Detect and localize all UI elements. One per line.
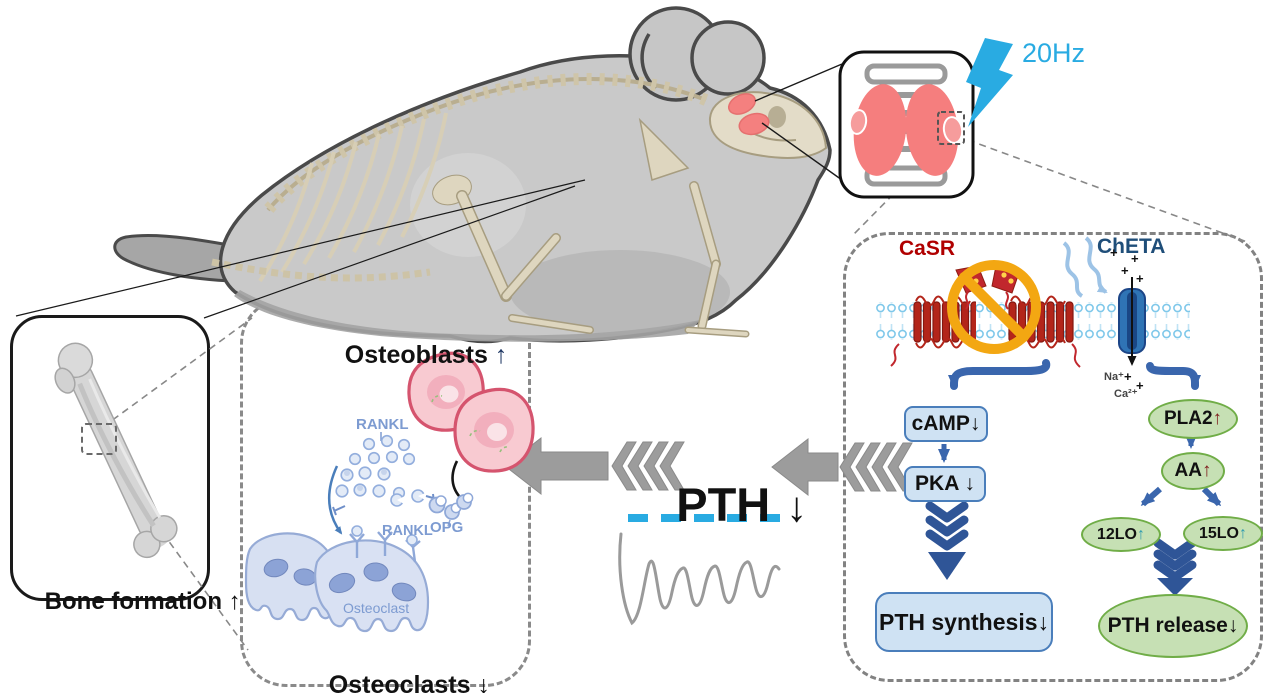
signaling-pathway-panel bbox=[843, 232, 1263, 682]
lo12-ellipse: 12LO ↑ bbox=[1081, 517, 1161, 552]
parathyroid-inset bbox=[838, 38, 1013, 199]
osteoclasts-label: Osteoclasts ↓ bbox=[301, 648, 490, 693]
branch-arrow-left bbox=[948, 359, 1051, 390]
chevron-arrow-lo-to-release bbox=[1153, 538, 1197, 596]
up-arrow-icon: ↑ bbox=[1239, 524, 1247, 542]
hind-leg-bones bbox=[456, 190, 594, 334]
stimulation-frequency-label: 20Hz bbox=[1022, 38, 1086, 68]
camp-label: cAMP bbox=[911, 412, 970, 435]
down-arrow-icon: ↓ bbox=[786, 483, 808, 530]
parathyroid-right bbox=[942, 116, 964, 144]
branch-arrow-right bbox=[1146, 362, 1201, 390]
thyroid-lobe-left bbox=[853, 84, 907, 176]
pla2-ellipse: PLA2 ↑ bbox=[1148, 399, 1238, 439]
rankl-bound-and-inhibition bbox=[327, 465, 435, 535]
osteoclasts-text: Osteoclasts bbox=[328, 671, 478, 693]
sodium-ion-label: Na⁺ bbox=[1104, 371, 1124, 383]
mouse-ear-right bbox=[690, 20, 766, 96]
bone-formation-panel bbox=[10, 315, 210, 601]
plus-mark: + bbox=[1110, 245, 1118, 260]
zoom-target-box bbox=[937, 111, 965, 145]
prohibition-sign bbox=[947, 260, 1041, 354]
thyroid-lobe-right bbox=[905, 84, 959, 176]
pla2-label: PLA2 bbox=[1163, 408, 1213, 429]
down-arrow-icon: ↓ bbox=[1037, 608, 1050, 635]
pth-synthesis-box: PTH synthesis ↓ bbox=[875, 592, 1053, 652]
opg-label: OPG bbox=[430, 519, 464, 536]
plus-mark: + bbox=[1121, 263, 1129, 278]
osteoclast-cell-label: Osteoclast bbox=[343, 600, 410, 616]
rank-receptors bbox=[349, 525, 421, 563]
cheta-label: ChETA bbox=[1097, 235, 1166, 258]
down-arrow-icon: ↓ bbox=[1227, 614, 1239, 637]
arrow-to-bone-cells bbox=[504, 436, 609, 496]
skull-eye-socket bbox=[768, 106, 786, 128]
pth-release-label: PTH release bbox=[1107, 614, 1228, 637]
light-stimulus-waves bbox=[1062, 236, 1108, 298]
chevron-arrow-pka-to-synthesis bbox=[925, 501, 969, 580]
front-leg-bones bbox=[638, 117, 750, 338]
bone-formation-label: Bone formation ↑ bbox=[18, 566, 241, 638]
up-arrow-icon: ↑ bbox=[228, 588, 241, 615]
bone-formation-text: Bone formation bbox=[44, 588, 229, 615]
gray-flow-arrows bbox=[504, 436, 913, 497]
tail-vertebrae bbox=[211, 258, 431, 282]
rankl-to-osteoclast-arrow bbox=[327, 465, 343, 535]
camp-box: cAMP ↓ bbox=[904, 406, 988, 442]
aa-ellipse: AA ↑ bbox=[1161, 452, 1225, 490]
plus-mark: + bbox=[1136, 378, 1144, 393]
down-arrow-icon: ↓ bbox=[969, 412, 981, 435]
pth-title-text: PTH bbox=[676, 478, 771, 531]
down-arrow-icon: ↓ bbox=[964, 472, 975, 495]
rankl-molecules bbox=[335, 434, 416, 500]
aa-label: AA bbox=[1174, 460, 1202, 481]
pth-synthesis-label: PTH synthesis bbox=[879, 608, 1038, 635]
plus-mark: + bbox=[1124, 369, 1132, 384]
up-arrow-icon: ↑ bbox=[1137, 525, 1145, 543]
aa-to-15lo-arrow bbox=[1201, 486, 1222, 507]
calcium-ion-label: Ca²⁺ bbox=[1114, 388, 1138, 400]
pth-release-ellipse: PTH release ↓ bbox=[1098, 594, 1248, 658]
parathyroid-glands-in-situ bbox=[728, 93, 770, 136]
pth-title: PTH ↓ bbox=[624, 434, 807, 575]
osteoclast-cells bbox=[244, 532, 430, 633]
pka-box: PKA ↓ bbox=[904, 466, 986, 502]
plus-mark: + bbox=[1136, 271, 1144, 286]
arrow-from-pathway bbox=[771, 437, 839, 497]
osteoblasts-label: Osteoblasts ↑ bbox=[317, 318, 508, 393]
osteoblast-cells bbox=[407, 351, 535, 473]
bone-cells-artwork bbox=[244, 351, 535, 633]
mouse-belly-shade bbox=[234, 290, 700, 342]
lo15-label: 15LO bbox=[1198, 524, 1239, 542]
up-arrow-icon: ↑ bbox=[1212, 408, 1223, 429]
pth-flow-graphics bbox=[504, 436, 913, 626]
plus-mark: + bbox=[1131, 251, 1139, 266]
ribs bbox=[258, 112, 448, 283]
parathyroid-left bbox=[848, 109, 868, 135]
lightning-bolt-icon bbox=[966, 38, 1013, 127]
pathway-arrows bbox=[938, 359, 1222, 507]
mouse-haunch-shade bbox=[510, 250, 730, 334]
opg-molecules bbox=[428, 492, 474, 527]
rankl-label-bottom: RANKL bbox=[382, 523, 433, 539]
pth-level-waveform bbox=[618, 532, 781, 626]
down-arrow-icon: ↓ bbox=[477, 671, 490, 693]
femur-bone bbox=[54, 342, 178, 559]
rankl-label-top: RANKL bbox=[356, 416, 409, 433]
up-arrow-icon: ↑ bbox=[494, 341, 508, 369]
cheta-channel bbox=[1118, 277, 1146, 366]
lo12-label: 12LO bbox=[1096, 525, 1137, 543]
casr-label: CaSR bbox=[899, 237, 956, 260]
aa-to-12lo-arrow bbox=[1140, 486, 1162, 507]
membrane-and-receptors bbox=[875, 236, 1222, 596]
up-arrow-icon: ↑ bbox=[1201, 460, 1212, 481]
osteoblasts-text: Osteoblasts bbox=[344, 341, 495, 369]
pka-label: PKA bbox=[915, 472, 965, 495]
bone-zoom-target-box bbox=[81, 423, 117, 455]
mouse-illustration bbox=[113, 6, 832, 344]
lo15-ellipse: 15LO ↑ bbox=[1183, 516, 1263, 551]
